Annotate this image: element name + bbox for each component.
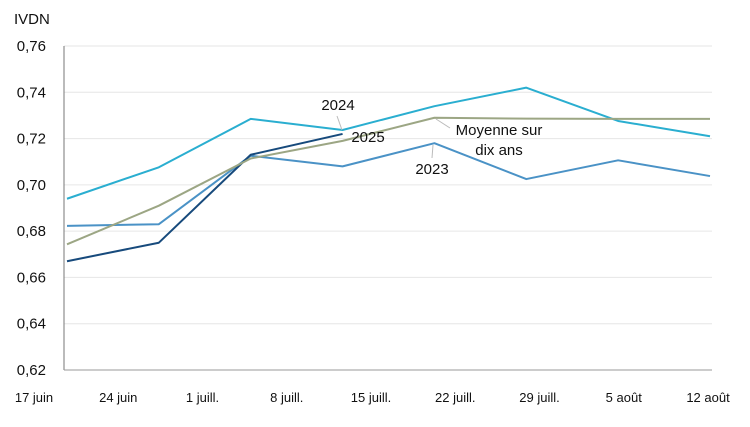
- series-label-average-line2: dix ans: [475, 142, 523, 159]
- series-label-2024: 2024: [321, 97, 354, 114]
- y-tick-label: 0,70: [17, 177, 46, 194]
- series-label-average-line1: Moyenne sur: [456, 122, 543, 139]
- x-tick-label: 24 juin: [99, 390, 137, 405]
- x-tick-label: 1 juill.: [186, 390, 219, 405]
- x-tick-label: 12 août: [686, 390, 730, 405]
- y-tick-label: 0,74: [17, 84, 46, 101]
- series-label-2025: 2025: [351, 129, 384, 146]
- series-line-moyenne-sur-dix-ans: [66, 116, 710, 246]
- series-line-2024: [66, 86, 711, 200]
- series-line-2023: [66, 142, 711, 227]
- x-tick-label: 5 août: [606, 390, 643, 405]
- leader-line: [431, 144, 434, 159]
- x-tick-label: 22 juill.: [435, 390, 475, 405]
- leader-line: [336, 115, 343, 131]
- leader-line: [435, 118, 451, 129]
- x-tick-label: 8 juill.: [270, 390, 303, 405]
- x-tick-label: 15 juill.: [351, 390, 391, 405]
- y-tick-label: 0,76: [17, 38, 46, 55]
- y-tick-label: 0,68: [17, 223, 46, 240]
- series-line-2025: [66, 132, 343, 263]
- y-tick-label: 0,72: [17, 131, 46, 148]
- y-axis-label: IVDN: [14, 11, 50, 28]
- y-tick-label: 0,66: [17, 269, 46, 286]
- x-tick-label: 29 juill.: [519, 390, 559, 405]
- x-tick-label: 17 juin: [15, 390, 53, 405]
- series-label-2023: 2023: [415, 161, 448, 178]
- y-tick-label: 0,62: [17, 362, 46, 379]
- y-tick-label: 0,64: [17, 316, 46, 333]
